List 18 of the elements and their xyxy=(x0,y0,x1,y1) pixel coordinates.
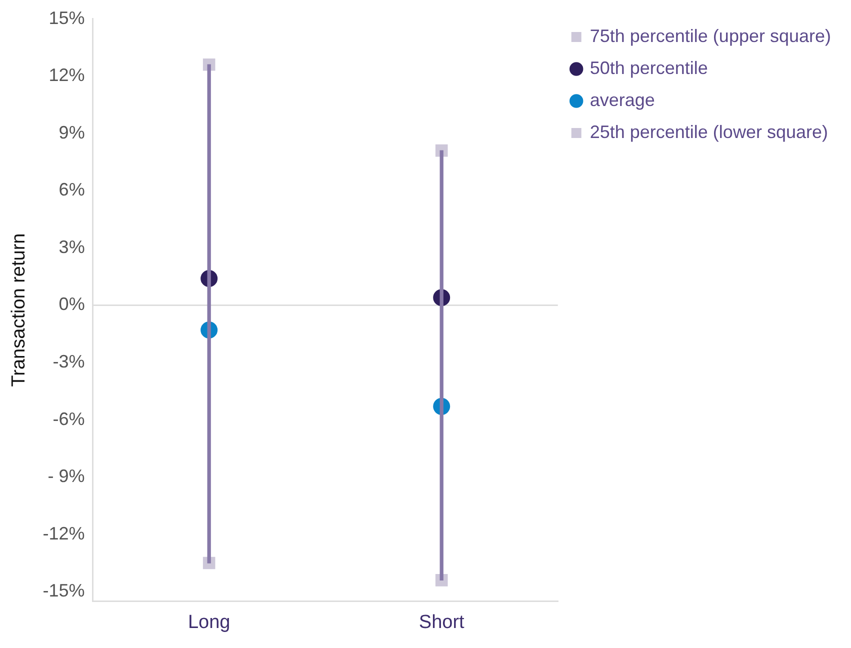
legend-label: 50th percentile xyxy=(590,58,708,78)
y-tick-label: -3% xyxy=(52,351,85,372)
legend-label: 75th percentile (upper square) xyxy=(590,26,832,46)
y-tick-label: -12% xyxy=(42,523,85,544)
y-tick-label: -6% xyxy=(52,408,85,429)
y-tick-label: 9% xyxy=(58,122,85,142)
x-tick-label: Long xyxy=(188,612,230,633)
y-tick-label: 0% xyxy=(58,294,85,314)
legend-label: average xyxy=(590,90,655,110)
legend-label: 25th percentile (lower square) xyxy=(590,122,828,142)
y-tick-label: - 9% xyxy=(48,466,85,486)
y-tick-label: 6% xyxy=(58,180,85,200)
y-axis-title: Transaction return xyxy=(8,233,30,387)
y-tick-label: 15% xyxy=(48,8,85,28)
y-tick-label: 3% xyxy=(58,236,85,257)
x-tick-label: Short xyxy=(418,612,466,633)
y-tick-label: 12% xyxy=(48,65,85,86)
y-tick-label: -15% xyxy=(42,580,85,601)
